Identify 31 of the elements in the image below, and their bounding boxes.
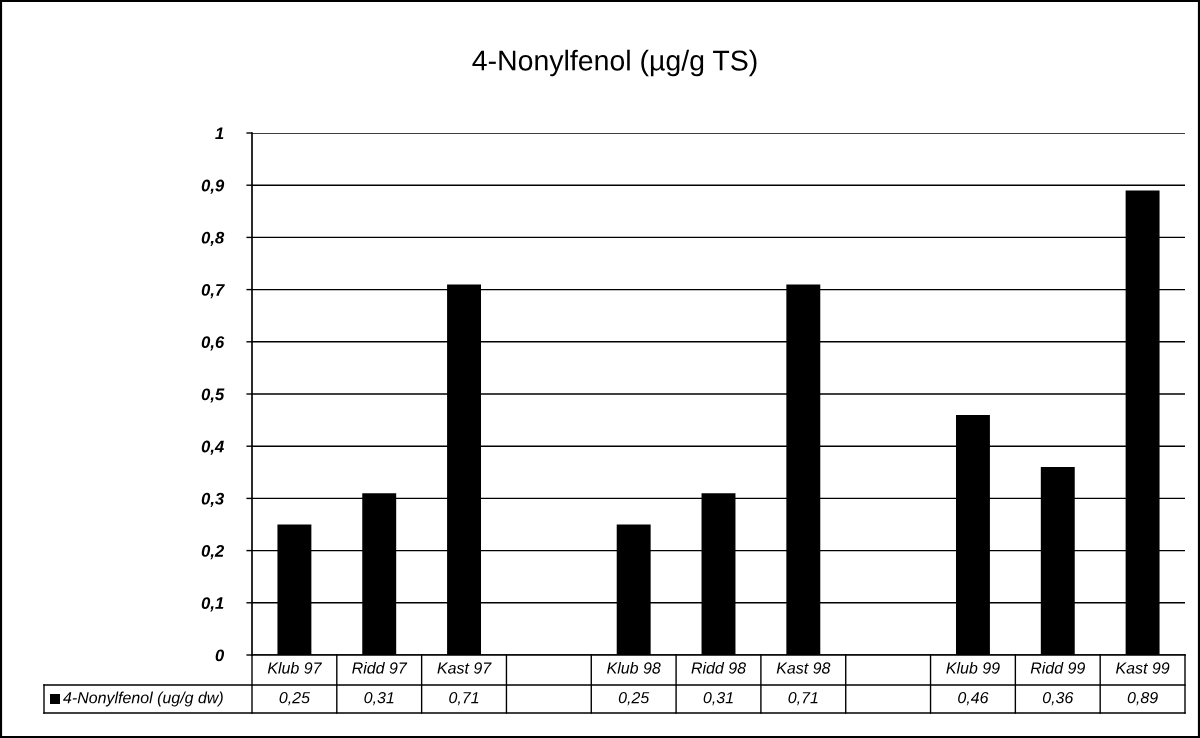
data-label: 0,89	[1127, 691, 1158, 706]
y-tick-label: 0,3	[201, 492, 225, 508]
data-label: 0,31	[703, 691, 733, 706]
y-tick-label: 0,5	[201, 388, 225, 403]
data-label: 0,31	[364, 691, 394, 706]
x-tick-label: Ridd 99	[1030, 661, 1085, 674]
y-tick-label: 0,8	[201, 231, 225, 247]
legend-label: 4-Nonylfenol (ug/g dw)	[63, 691, 223, 707]
y-tick-label: 0,2	[201, 545, 225, 560]
y-tick-label: 0	[215, 649, 225, 662]
data-label: 0,71	[449, 691, 479, 706]
x-tick-label: Kast 97	[437, 662, 492, 674]
y-tick-label: 0,9	[201, 179, 225, 194]
data-label: 0,71	[788, 691, 818, 706]
y-tick-label: 0,1	[201, 597, 224, 612]
data-label: 0,36	[1042, 691, 1074, 706]
x-tick-label: Ridd 97	[352, 661, 408, 674]
data-label: 0,25	[279, 691, 310, 706]
x-tick-label: Kast 98	[776, 662, 831, 674]
x-tick-label: Klub 99	[946, 661, 1000, 674]
chart-title: 4-Nonylfenol (µg/g TS)	[472, 49, 757, 77]
x-tick-label: Klub 98	[607, 661, 661, 674]
x-tick-label: Klub 97	[267, 661, 322, 674]
x-tick-label: Ridd 98	[691, 661, 746, 674]
data-label: 0,25	[618, 691, 650, 706]
x-tick-label: Kast 99	[1116, 662, 1170, 674]
y-tick-label: 0,6	[201, 336, 225, 351]
data-label: 0,46	[958, 691, 989, 706]
y-tick-label: 0,7	[201, 284, 225, 299]
y-tick-label: 0,4	[201, 440, 224, 455]
y-tick-label: 1	[215, 127, 224, 140]
